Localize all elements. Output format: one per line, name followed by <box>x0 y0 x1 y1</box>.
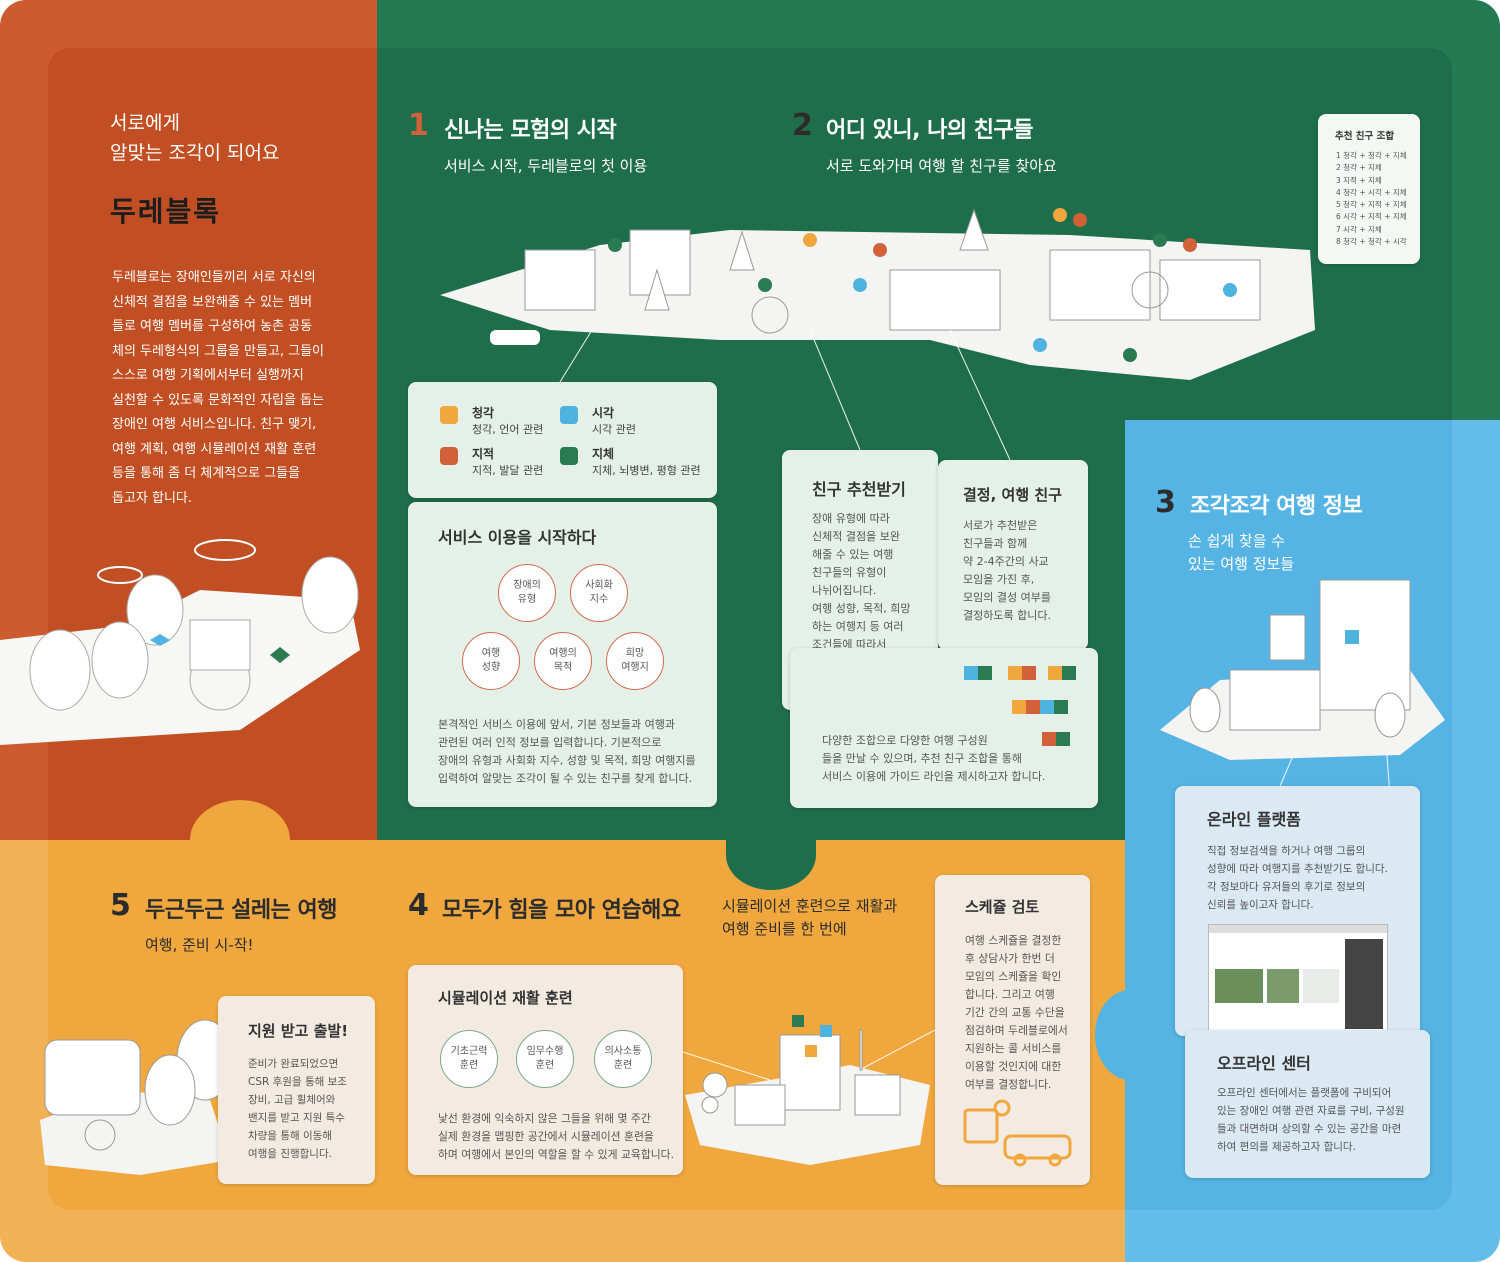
step2-title: 어디 있니, 나의 친구들 <box>826 118 1034 143</box>
criteria-circle: 장애의 유형 <box>498 564 556 622</box>
combo-guide-box <box>790 648 1098 808</box>
decide-body: 서로가 추천받은 친구들과 함께 약 2-4주간의 사교 모임을 가진 후, 모… <box>963 519 1051 622</box>
recommend-title: 친구 추천받기 <box>812 480 906 499</box>
schedule-title: 스케쥴 검토 <box>965 898 1040 916</box>
departure-title: 지원 받고 출발! <box>248 1022 349 1040</box>
puzzle-knob <box>190 800 290 880</box>
criteria-circle: 사회화 지수 <box>570 564 628 622</box>
intro-body: 두레블로는 장애인들끼리 서로 자신의 신체적 결점을 보완해줄 수 있는 멤버… <box>112 270 325 506</box>
combo-title: 추천 친구 조합 <box>1335 131 1395 142</box>
simulation-body: 낯선 환경에 익숙하지 않은 그들을 위해 몇 주간 실제 환경을 맵핑한 공간… <box>438 1112 675 1161</box>
decide-box <box>938 460 1088 650</box>
criteria-circle: 희망 여행지 <box>606 632 664 690</box>
offline-center-box <box>1185 1030 1430 1178</box>
combo-box <box>1318 114 1420 264</box>
legend-swatch-icon <box>560 447 578 465</box>
legend-swatch-icon <box>560 406 578 424</box>
puzzle-knob <box>1095 990 1165 1080</box>
offline-center-title: 오프라인 센터 <box>1217 1054 1311 1073</box>
legend-name: 시각 <box>592 406 615 420</box>
online-platform-body: 직접 정보검색을 하거나 여행 그룹의 성향에 따라 여행지를 추천받기도 합니… <box>1207 845 1388 911</box>
website-screenshot <box>1208 924 1388 1032</box>
step4-subtitle: 시뮬레이션 훈련으로 재활과 여행 준비를 한 번에 <box>722 897 898 938</box>
combo-item: 6 시각 + 지적 + 지체 <box>1336 212 1407 222</box>
legend-name: 청각 <box>472 406 495 420</box>
step5-title: 두근두근 설레는 여행 <box>145 898 337 923</box>
disability-legend <box>408 382 717 498</box>
legend-name: 지체 <box>592 447 615 461</box>
combo-item: 2 청각 + 지체 <box>1336 163 1382 173</box>
online-platform-title: 온라인 플랫폼 <box>1207 810 1301 829</box>
intro-illustration <box>0 539 360 745</box>
puzzle-knob <box>726 820 816 890</box>
step3-number: 3 <box>1155 485 1176 520</box>
intro-heading: 서로에게 알맞는 조각이 되어요 <box>110 112 280 164</box>
step3-title: 조각조각 여행 정보 <box>1190 494 1363 519</box>
criteria-circle: 여행의 목적 <box>534 632 592 690</box>
step5-subtitle: 여행, 준비 시-작! <box>145 936 254 954</box>
friends-illustration <box>440 208 1315 380</box>
step4-number: 4 <box>408 888 429 923</box>
legend-desc: 지적, 발달 관련 <box>472 464 544 477</box>
legend-swatch-icon <box>440 447 458 465</box>
combo-item: 4 청각 + 시각 + 지체 <box>1336 187 1407 197</box>
training-circle: 의사소통 훈련 <box>594 1030 652 1088</box>
combo-item: 5 청각 + 지적 + 지체 <box>1336 200 1407 210</box>
legend-name: 지적 <box>472 447 495 461</box>
step1-subtitle: 서비스 시작, 두레블로의 첫 이용 <box>444 157 648 175</box>
training-circle: 임무수행 훈련 <box>516 1030 574 1088</box>
brand-logo: 두레블록 <box>110 195 222 228</box>
simulation-title: 시뮬레이션 재활 훈련 <box>438 989 573 1007</box>
combo-item: 3 지적 + 지체 <box>1336 175 1382 185</box>
service-start-title: 서비스 이용을 시작하다 <box>438 528 597 547</box>
step3-subtitle: 손 쉽게 찾을 수 있는 여행 정보들 <box>1188 532 1295 573</box>
combo-item: 7 시각 + 지체 <box>1336 224 1382 234</box>
step5-number: 5 <box>110 888 131 923</box>
puzzle-combos <box>964 666 1076 746</box>
info-center-illustration <box>1160 579 1445 760</box>
training-illustration <box>685 1015 930 1165</box>
combo-list: 1 청각 + 청각 + 지체 2 청각 + 지체 3 지적 + 지체 4 청각 + 시… <box>1336 150 1407 248</box>
legend-desc: 지체, 뇌병변, 평형 관련 <box>592 464 701 477</box>
step1-title: 신나는 모험의 시작 <box>444 118 617 143</box>
legend-swatch-icon <box>440 406 458 424</box>
combo-item: 8 청각 + 청각 + 시각 <box>1336 237 1407 247</box>
schedule-box <box>935 875 1090 1185</box>
step4-title: 모두가 힘을 모아 연습해요 <box>442 898 681 923</box>
step2-subtitle: 서로 도와가며 여행 할 친구를 찾아요 <box>826 157 1057 175</box>
travel-illustration <box>40 1019 234 1175</box>
decide-title: 결정, 여행 친구 <box>963 486 1062 504</box>
legend-desc: 청각, 언어 관련 <box>472 423 544 436</box>
departure-body: 준비가 완료되었으면 CSR 후원을 통해 보조 장비, 고급 휠체어와 밴지를… <box>248 1058 347 1160</box>
combo-item: 1 청각 + 청각 + 지체 <box>1336 151 1407 160</box>
step2-number: 2 <box>792 108 813 143</box>
combo-guide-body: 다양한 조합으로 다양한 여행 구성원 들을 만날 수 있으며, 추천 친구 조… <box>822 734 1046 783</box>
offline-center-body: 오프라인 센터에서는 플랫폼에 구비되어 있는 장애인 여행 관련 자료를 구비… <box>1217 1087 1405 1153</box>
departure-box <box>218 996 375 1184</box>
schedule-body: 여행 스케쥴을 결정한 후 상담사가 한번 더 모임의 스케쥴을 확인 합니다.… <box>965 934 1068 1091</box>
bus-icon <box>963 1099 1072 1167</box>
training-circle: 기초근력 훈련 <box>440 1030 498 1088</box>
criteria-circle: 여행 성향 <box>462 632 520 690</box>
service-start-body: 본격적인 서비스 이용에 앞서, 기본 정보들과 여행과 관련된 여러 인적 정… <box>438 718 696 785</box>
step1-number: 1 <box>408 108 429 143</box>
legend-desc: 시각 관련 <box>592 423 636 436</box>
